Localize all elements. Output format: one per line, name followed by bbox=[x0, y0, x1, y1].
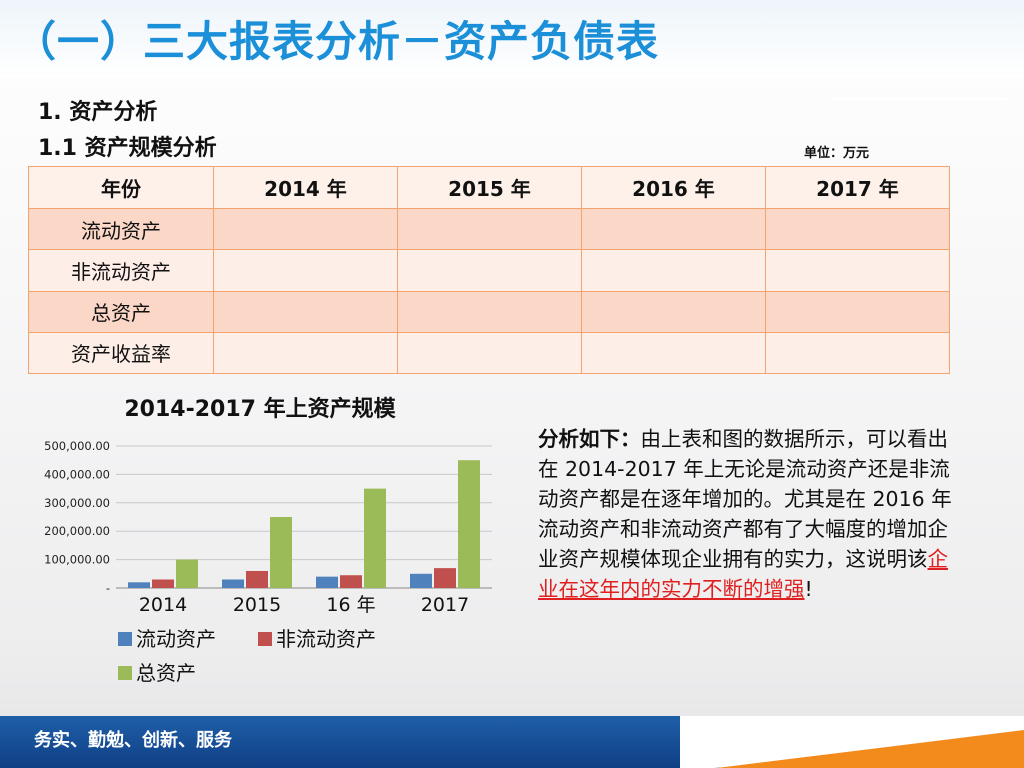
legend-swatch bbox=[258, 632, 272, 646]
bar-1 bbox=[410, 573, 432, 588]
unit-label: 单位：万元 bbox=[804, 146, 870, 161]
row-label: 总资产 bbox=[28, 290, 214, 333]
header-2017: 2017 年 bbox=[765, 166, 950, 209]
legend-swatch bbox=[118, 666, 132, 680]
table-cell bbox=[213, 290, 398, 333]
asset-scale-chart: 2014-2017 年上资产规模 - 100,000.00 200,000.00 300… bbox=[20, 388, 520, 708]
bar-3 bbox=[364, 488, 386, 588]
table-cell bbox=[581, 290, 766, 333]
bar-2 bbox=[434, 568, 456, 588]
table-cell bbox=[213, 249, 398, 292]
bar-3 bbox=[176, 559, 198, 588]
legend-label: 流动资产 bbox=[136, 627, 216, 651]
bar-1 bbox=[222, 579, 244, 588]
analysis-text: 分析如下：由上表和图的数据所示，可以看出在 2014-2017 年上无论是流动资… bbox=[538, 424, 956, 604]
table-cell bbox=[397, 207, 582, 251]
asset-scale-table: 年份 2014 年 2015 年 2016 年 2017 年 流动资产 非流动资… bbox=[28, 166, 950, 375]
x-tick-label: 2015 bbox=[233, 594, 281, 616]
footer-motto: 务实、勤勉、创新、服务 bbox=[34, 730, 232, 751]
x-tick-label: 2017 bbox=[421, 594, 469, 616]
table-cell bbox=[581, 249, 766, 292]
slide-title: （一）三大报表分析－资产负债表 bbox=[14, 17, 660, 66]
bar-2 bbox=[246, 570, 268, 588]
table-cell bbox=[765, 249, 950, 292]
bar-3 bbox=[458, 460, 480, 588]
table-cell bbox=[765, 290, 950, 333]
title-band bbox=[0, 0, 1024, 78]
row-label: 资产收益率 bbox=[28, 331, 214, 375]
table-row: 总资产 bbox=[28, 290, 950, 333]
bar-2 bbox=[152, 579, 174, 588]
analysis-highlight: 企业在这年内的实力不断的增强 bbox=[538, 547, 948, 601]
heading-asset-scale: 1.1 资产规模分析 bbox=[38, 136, 217, 161]
header-2016: 2016 年 bbox=[581, 166, 766, 209]
y-tick-label: 100,000.00 bbox=[44, 553, 110, 567]
bar-1 bbox=[128, 582, 150, 588]
table-cell bbox=[397, 290, 582, 333]
legend-label: 总资产 bbox=[136, 661, 196, 685]
x-tick-label: 2014 bbox=[139, 594, 187, 616]
bar-2 bbox=[340, 575, 362, 588]
table-cell bbox=[397, 331, 582, 375]
table-cell bbox=[213, 331, 398, 375]
table-row: 资产收益率 bbox=[28, 331, 950, 375]
table-cell bbox=[765, 331, 950, 375]
table-row: 非流动资产 bbox=[28, 249, 950, 292]
x-tick-label: 16 年 bbox=[326, 594, 375, 616]
table-cell bbox=[581, 207, 766, 251]
analysis-lead: 分析如下： bbox=[538, 427, 641, 451]
y-tick-label: 300,000.00 bbox=[44, 496, 110, 510]
table-header-row: 年份 2014 年 2015 年 2016 年 2017 年 bbox=[28, 166, 950, 209]
legend-label: 非流动资产 bbox=[276, 627, 376, 651]
y-tick-label: 400,000.00 bbox=[44, 467, 110, 481]
analysis-end: ! bbox=[804, 577, 813, 601]
table-cell bbox=[765, 207, 950, 251]
chart-svg: 2014-2017 年上资产规模 - 100,000.00 200,000.00 300… bbox=[44, 396, 492, 685]
row-label: 非流动资产 bbox=[28, 249, 214, 292]
bar-1 bbox=[316, 576, 338, 588]
y-tick-label: 200,000.00 bbox=[44, 524, 110, 538]
heading-asset-analysis: 1. 资产分析 bbox=[38, 100, 158, 125]
y-tick-label: - bbox=[106, 581, 110, 595]
header-2015: 2015 年 bbox=[397, 166, 582, 209]
chart-title: 2014-2017 年上资产规模 bbox=[124, 396, 396, 422]
header-2014: 2014 年 bbox=[213, 166, 398, 209]
table-cell bbox=[397, 249, 582, 292]
y-tick-label: 500,000.00 bbox=[44, 439, 110, 453]
header-year: 年份 bbox=[28, 166, 214, 209]
analysis-body: 由上表和图的数据所示，可以看出在 2014-2017 年上无论是流动资产还是非流… bbox=[538, 427, 952, 571]
table-row: 流动资产 bbox=[28, 207, 950, 251]
legend-swatch bbox=[118, 632, 132, 646]
table-cell bbox=[213, 207, 398, 251]
title-underline bbox=[830, 98, 1006, 100]
table-cell bbox=[581, 331, 766, 375]
bar-3 bbox=[270, 517, 292, 588]
row-label: 流动资产 bbox=[28, 207, 214, 251]
